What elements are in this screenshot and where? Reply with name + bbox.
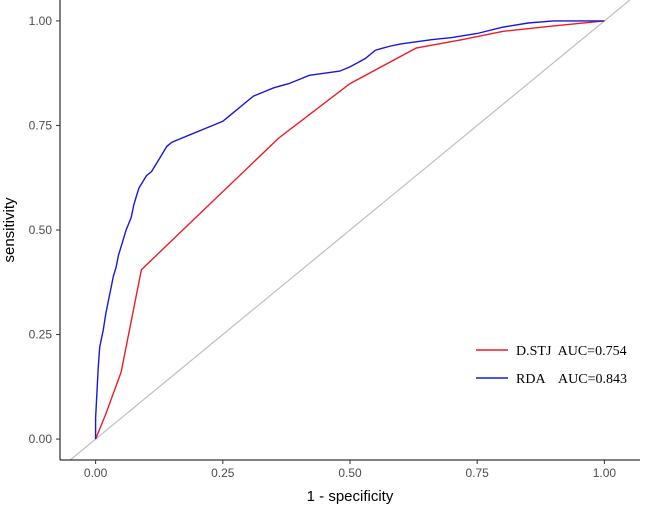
legend: D.STJ AUC=0.754 RDA AUC=0.843 — [476, 344, 627, 387]
x-axis-ticks: 0.00 0.25 0.50 0.75 1.00 — [84, 460, 616, 480]
y-axis-title: sensitivity — [1, 197, 18, 263]
y-tick-label: 0.00 — [29, 432, 53, 446]
legend-label-rda: RDA AUC=0.843 — [516, 372, 627, 387]
y-tick-label: 0.25 — [29, 328, 53, 342]
series-line-rda — [94, 20, 605, 440]
x-axis-title: 1 - specificity — [307, 488, 394, 505]
y-tick-label: 1.00 — [29, 14, 53, 28]
reference-diagonal-line — [69, 0, 631, 460]
series-line-d-stj — [94, 20, 605, 440]
x-tick-label: 0.50 — [338, 466, 362, 480]
x-tick-label: 0.00 — [84, 466, 108, 480]
x-tick-label: 1.00 — [593, 466, 617, 480]
legend-label-dstj: D.STJ AUC=0.754 — [516, 344, 627, 359]
y-axis-ticks: 0.00 0.25 0.50 0.75 1.00 — [29, 14, 60, 446]
x-tick-label: 0.75 — [466, 466, 490, 480]
y-tick-label: 0.75 — [29, 118, 53, 132]
y-tick-label: 0.50 — [29, 223, 53, 237]
plot-area — [69, 0, 631, 460]
x-tick-label: 0.25 — [211, 466, 235, 480]
